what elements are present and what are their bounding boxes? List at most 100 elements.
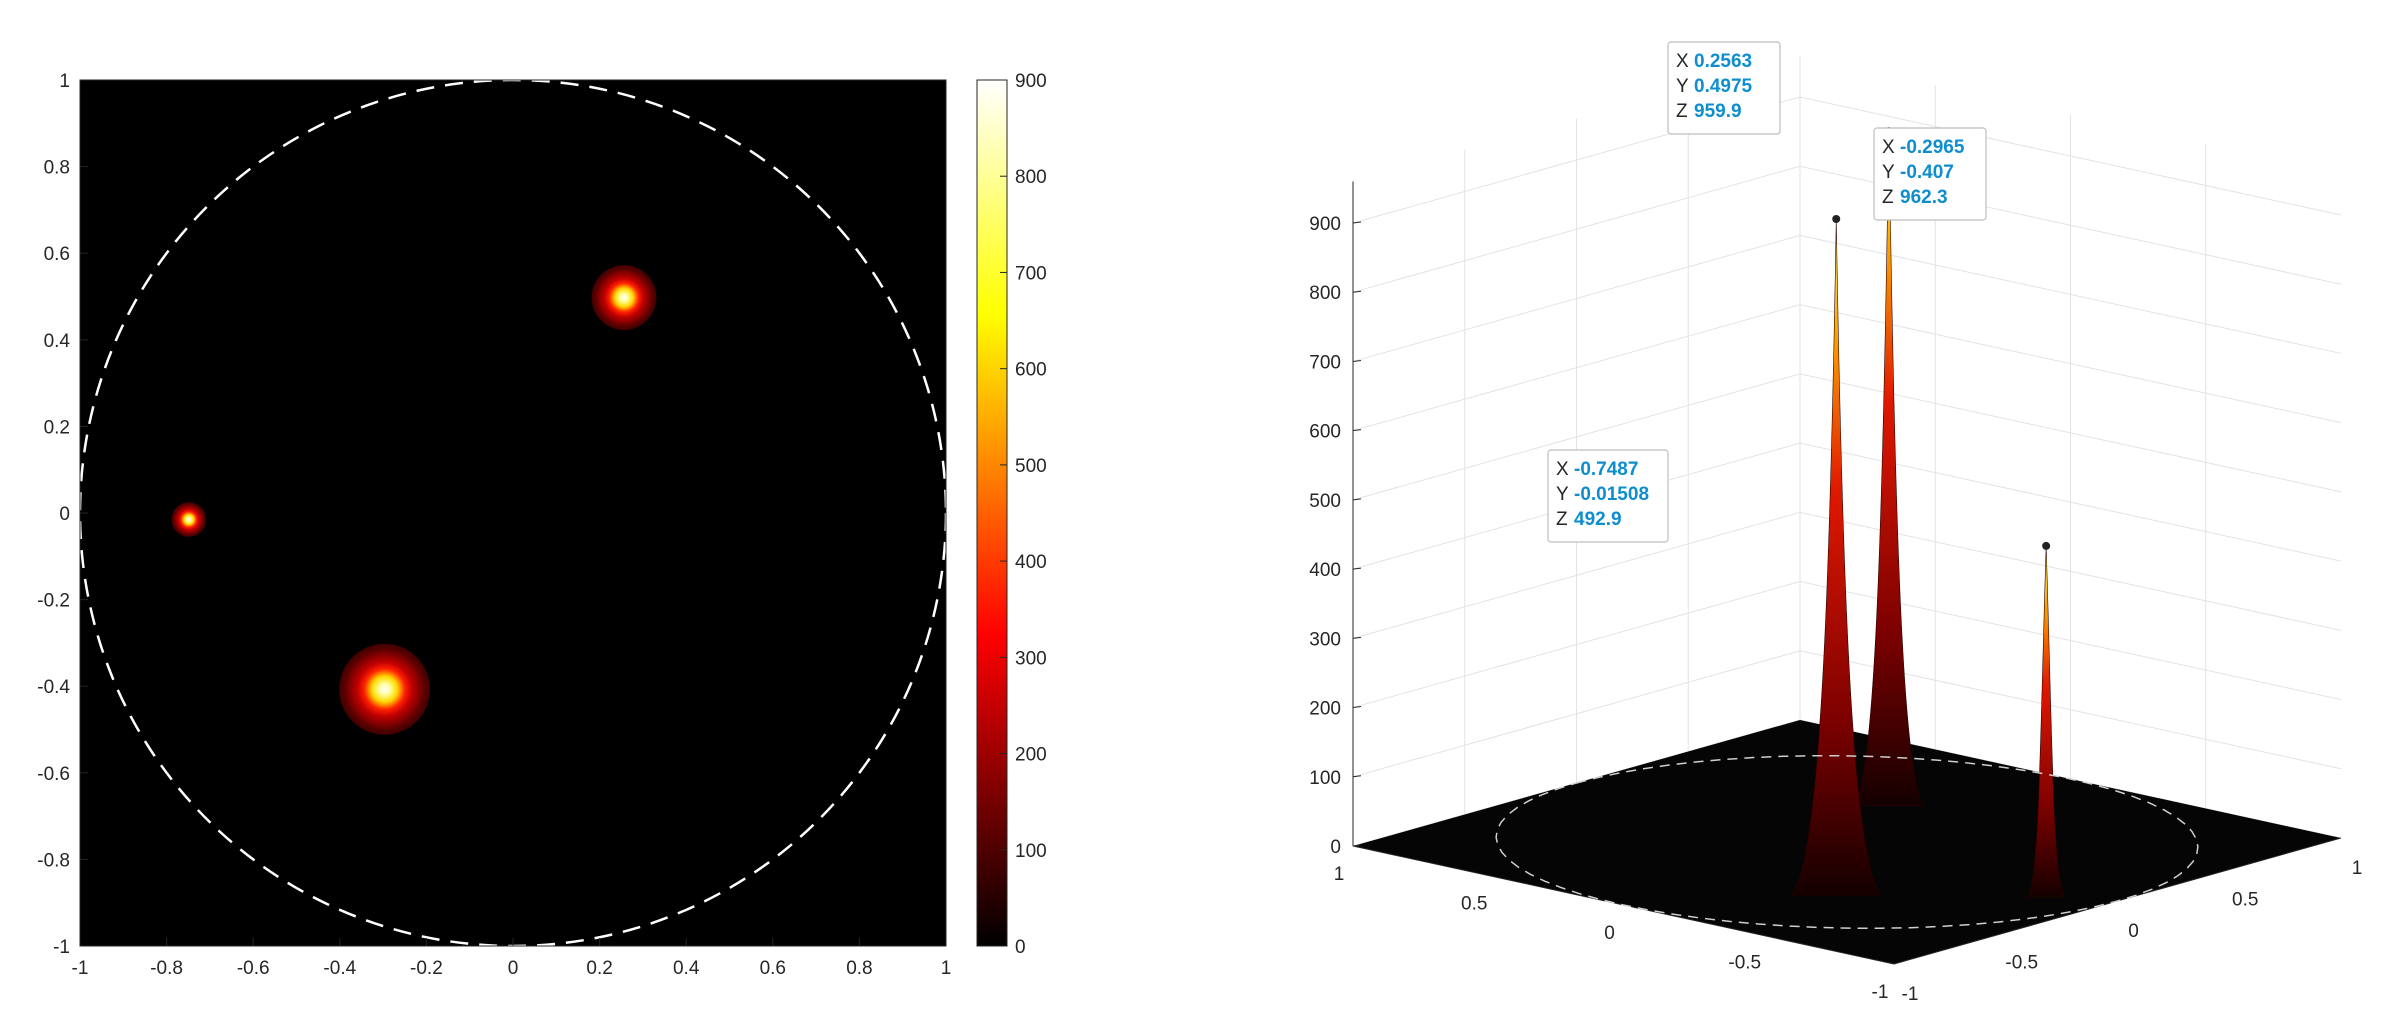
colorbar-tick-label: 0 (1015, 937, 1026, 958)
z-tick-mark (1352, 290, 1362, 293)
colorbar-tick-label: 400 (1015, 552, 1047, 573)
datatip-key: Y (1676, 76, 1689, 97)
datatip-value: 0.4975 (1694, 76, 1753, 97)
x-tick-label: -1 (72, 958, 89, 979)
peak-marker (2042, 541, 2051, 550)
datatip-value: 959.9 (1694, 101, 1742, 122)
heatmap-plot-area (80, 80, 946, 946)
z-tick-label: 600 (1309, 422, 1341, 443)
z-grid-line (1352, 373, 2342, 501)
x3d-tick-label: -1 (1872, 982, 1889, 1003)
z-tick-label: 100 (1309, 768, 1341, 789)
heatmap-x-axis: -1 -0.8 -0.6 -0.4 -0.2 0 0.2 0.4 0.6 0.8 1 (72, 938, 952, 979)
heatmap-y-axis: -1 -0.8 -0.6 -0.4 -0.2 0 0.2 0.4 0.6 0.8 1 (37, 71, 88, 958)
datatip-key: X (1882, 137, 1895, 158)
y-tick-label: -0.4 (37, 677, 70, 698)
z-tick-mark (1352, 636, 1362, 639)
x-tick-label: -0.8 (150, 958, 183, 979)
datatip-value: -0.01508 (1574, 484, 1649, 505)
x-tick-label: -0.6 (237, 958, 270, 979)
y-tick-label: -1 (53, 937, 70, 958)
x-tick-label: 1 (941, 958, 952, 979)
datatip-value: 962.3 (1900, 187, 1948, 208)
heatmap-peak (339, 643, 431, 735)
datatip-box (1873, 127, 1987, 221)
datatip-key: Z (1676, 101, 1688, 122)
y-tick-label: -0.2 (37, 591, 70, 612)
datatip-value: 0.2563 (1694, 51, 1752, 72)
datatip-key: X (1556, 459, 1569, 480)
heatmap-peak (591, 265, 657, 331)
surface-peak (1854, 131, 1924, 806)
z-grid-line (1352, 442, 2342, 570)
x3d-tick-label: -0.5 (1728, 953, 1761, 974)
colorbar-tick-label: 900 (1015, 71, 1047, 92)
z-tick-label: 0 (1330, 837, 1341, 858)
datatip-box (1667, 41, 1781, 135)
x-tick-label: 0.2 (586, 958, 612, 979)
z-grid-line (1352, 304, 2342, 432)
colorbar-tick-label: 700 (1015, 263, 1047, 284)
y3d-tick-label: 1 (2352, 858, 2363, 879)
z-tick-label: 800 (1309, 283, 1341, 304)
z-tick-label: 500 (1309, 491, 1341, 512)
colorbar-tick-label: 100 (1015, 841, 1047, 862)
colorbar-tick-label: 800 (1015, 167, 1047, 188)
x-tick-label: -0.2 (410, 958, 443, 979)
colorbar-gradient (976, 79, 1008, 947)
surface-peaks (1791, 127, 2065, 898)
datatip-value: -0.7487 (1574, 459, 1638, 480)
z-tick-label: 900 (1309, 214, 1341, 235)
heatmap-peak-group (171, 265, 657, 735)
peak-marker (1832, 215, 1841, 224)
z-grid-line (1352, 165, 2342, 293)
y-tick-label: 0.8 (44, 158, 70, 179)
y3d-tick-label: -0.5 (2005, 953, 2038, 974)
datatip-key: Y (1556, 484, 1569, 505)
z-tick-label: 400 (1309, 560, 1341, 581)
colorbar-tick-label: 500 (1015, 456, 1047, 477)
x-tick-label: 0.8 (846, 958, 872, 979)
heatmap-chart: -1 -0.8 -0.6 -0.4 -0.2 0 0.2 0.4 0.6 0.8 1 -1-0.8-… (37, 71, 1046, 979)
y-tick-label: 1 (59, 71, 70, 92)
heatmap-peak (171, 502, 207, 537)
datatip-box (1547, 449, 1669, 543)
z-grid-line (1352, 234, 2342, 362)
z-tick-mark (1352, 221, 1362, 224)
z-tick-mark (1352, 706, 1362, 709)
datatip-key: Y (1882, 162, 1895, 183)
x3d-tick-label: 1 (1334, 864, 1345, 885)
x3d-tick-label: 0.5 (1461, 894, 1487, 915)
z-tick-label: 700 (1309, 352, 1341, 373)
y-tick-label: -0.6 (37, 764, 70, 785)
colorbar: 0 100 200 300 400 500 600 700 800 900 (976, 71, 1047, 958)
x-tick-label: 0 (508, 958, 519, 979)
x3d-tick-label: 0 (1604, 923, 1615, 944)
y-tick-label: 0.6 (44, 244, 70, 265)
datatip-key: X (1676, 51, 1689, 72)
y-tick-label: 0.4 (44, 331, 71, 352)
colorbar-tick-label: 200 (1015, 745, 1047, 766)
z-tick-mark (1352, 567, 1362, 570)
colorbar-tick-label: 600 (1015, 360, 1047, 381)
y-tick-label: 0 (59, 504, 70, 525)
y3d-tick-label: -1 (1902, 984, 1919, 1005)
x-tick-label: -0.4 (323, 958, 356, 979)
z-tick-mark (1352, 359, 1362, 362)
z-grid-line (1352, 96, 2342, 224)
datatip-value: 492.9 (1574, 509, 1622, 530)
z-tick-mark (1352, 429, 1362, 432)
y-tick-label: -0.8 (37, 850, 70, 871)
datatip-key: Z (1556, 509, 1568, 530)
y3d-tick-label: 0.5 (2232, 890, 2258, 911)
surface-boundary-circle-path (1495, 754, 2199, 930)
x-tick-label: 0.4 (673, 958, 700, 979)
y-tick-label: 0.2 (44, 417, 70, 438)
datatip-key: Z (1882, 187, 1894, 208)
colorbar-tick-label: 300 (1015, 648, 1047, 669)
